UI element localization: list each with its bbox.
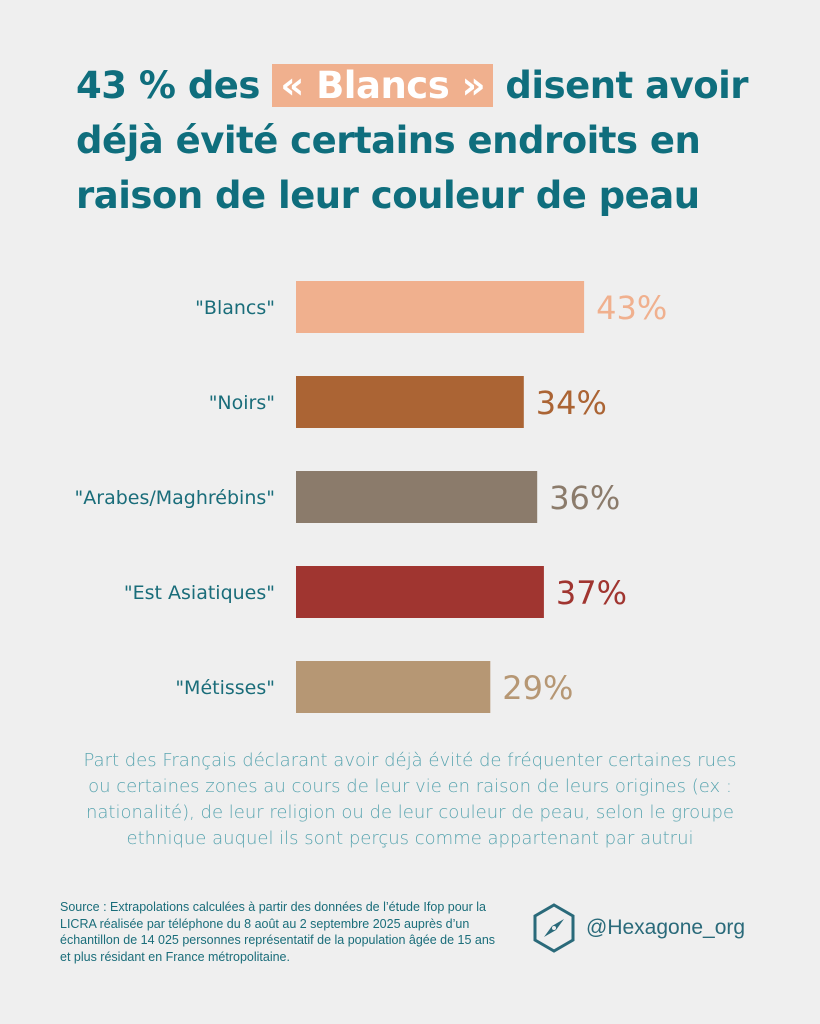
hexagon-compass-icon bbox=[533, 903, 575, 953]
category-label: "Est Asiatiques" bbox=[124, 582, 275, 604]
bar bbox=[296, 471, 538, 523]
chart-caption: Part des Français déclarant avoir déjà é… bbox=[83, 750, 737, 849]
brand-handle: @Hexagone_org bbox=[586, 916, 746, 939]
value-label: 36% bbox=[549, 479, 620, 517]
bar bbox=[296, 566, 544, 618]
title-text-rest: disent avoir déjà évité certains endroit… bbox=[76, 64, 749, 217]
value-label: 34% bbox=[536, 384, 607, 422]
bar bbox=[296, 281, 585, 333]
category-label: "Noirs" bbox=[209, 392, 275, 414]
category-label: "Arabes/Maghrébins" bbox=[75, 487, 275, 509]
bar-chart: "Blancs" 43% "Noirs" 34% "Arabes/Maghrébins"… bbox=[75, 281, 667, 713]
value-label: 37% bbox=[556, 574, 627, 612]
value-label: 29% bbox=[502, 669, 573, 707]
value-label: 43% bbox=[596, 289, 667, 327]
page-title: 43 % des « Blancs » disent avoir déjà év… bbox=[76, 58, 776, 223]
category-label: "Métisses" bbox=[175, 677, 275, 699]
source-note: Source : Extrapolations calculées à part… bbox=[60, 900, 496, 964]
title-highlight: « Blancs » bbox=[272, 64, 494, 107]
category-label: "Blancs" bbox=[195, 297, 275, 319]
title-text: 43 % des bbox=[76, 64, 273, 107]
bar bbox=[296, 661, 491, 713]
brand: @Hexagone_org bbox=[532, 903, 745, 953]
bar bbox=[296, 376, 524, 428]
